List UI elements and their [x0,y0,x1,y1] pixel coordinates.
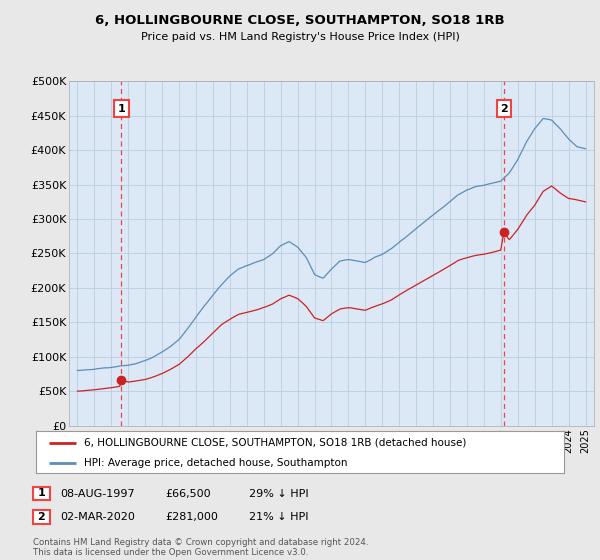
Text: 2: 2 [38,512,45,522]
Text: 08-AUG-1997: 08-AUG-1997 [60,489,134,499]
Text: 6, HOLLINGBOURNE CLOSE, SOUTHAMPTON, SO18 1RB (detached house): 6, HOLLINGBOURNE CLOSE, SOUTHAMPTON, SO1… [83,438,466,448]
Text: 21% ↓ HPI: 21% ↓ HPI [249,512,308,522]
Text: 1: 1 [118,104,125,114]
Text: 29% ↓ HPI: 29% ↓ HPI [249,489,308,499]
Text: 6, HOLLINGBOURNE CLOSE, SOUTHAMPTON, SO18 1RB: 6, HOLLINGBOURNE CLOSE, SOUTHAMPTON, SO1… [95,14,505,27]
Text: £66,500: £66,500 [165,489,211,499]
Text: £281,000: £281,000 [165,512,218,522]
Text: HPI: Average price, detached house, Southampton: HPI: Average price, detached house, Sout… [83,458,347,468]
Text: Price paid vs. HM Land Registry's House Price Index (HPI): Price paid vs. HM Land Registry's House … [140,32,460,43]
Text: 1: 1 [38,488,45,498]
Text: Contains HM Land Registry data © Crown copyright and database right 2024.
This d: Contains HM Land Registry data © Crown c… [33,538,368,557]
Text: 02-MAR-2020: 02-MAR-2020 [60,512,135,522]
Text: 2: 2 [500,104,508,114]
